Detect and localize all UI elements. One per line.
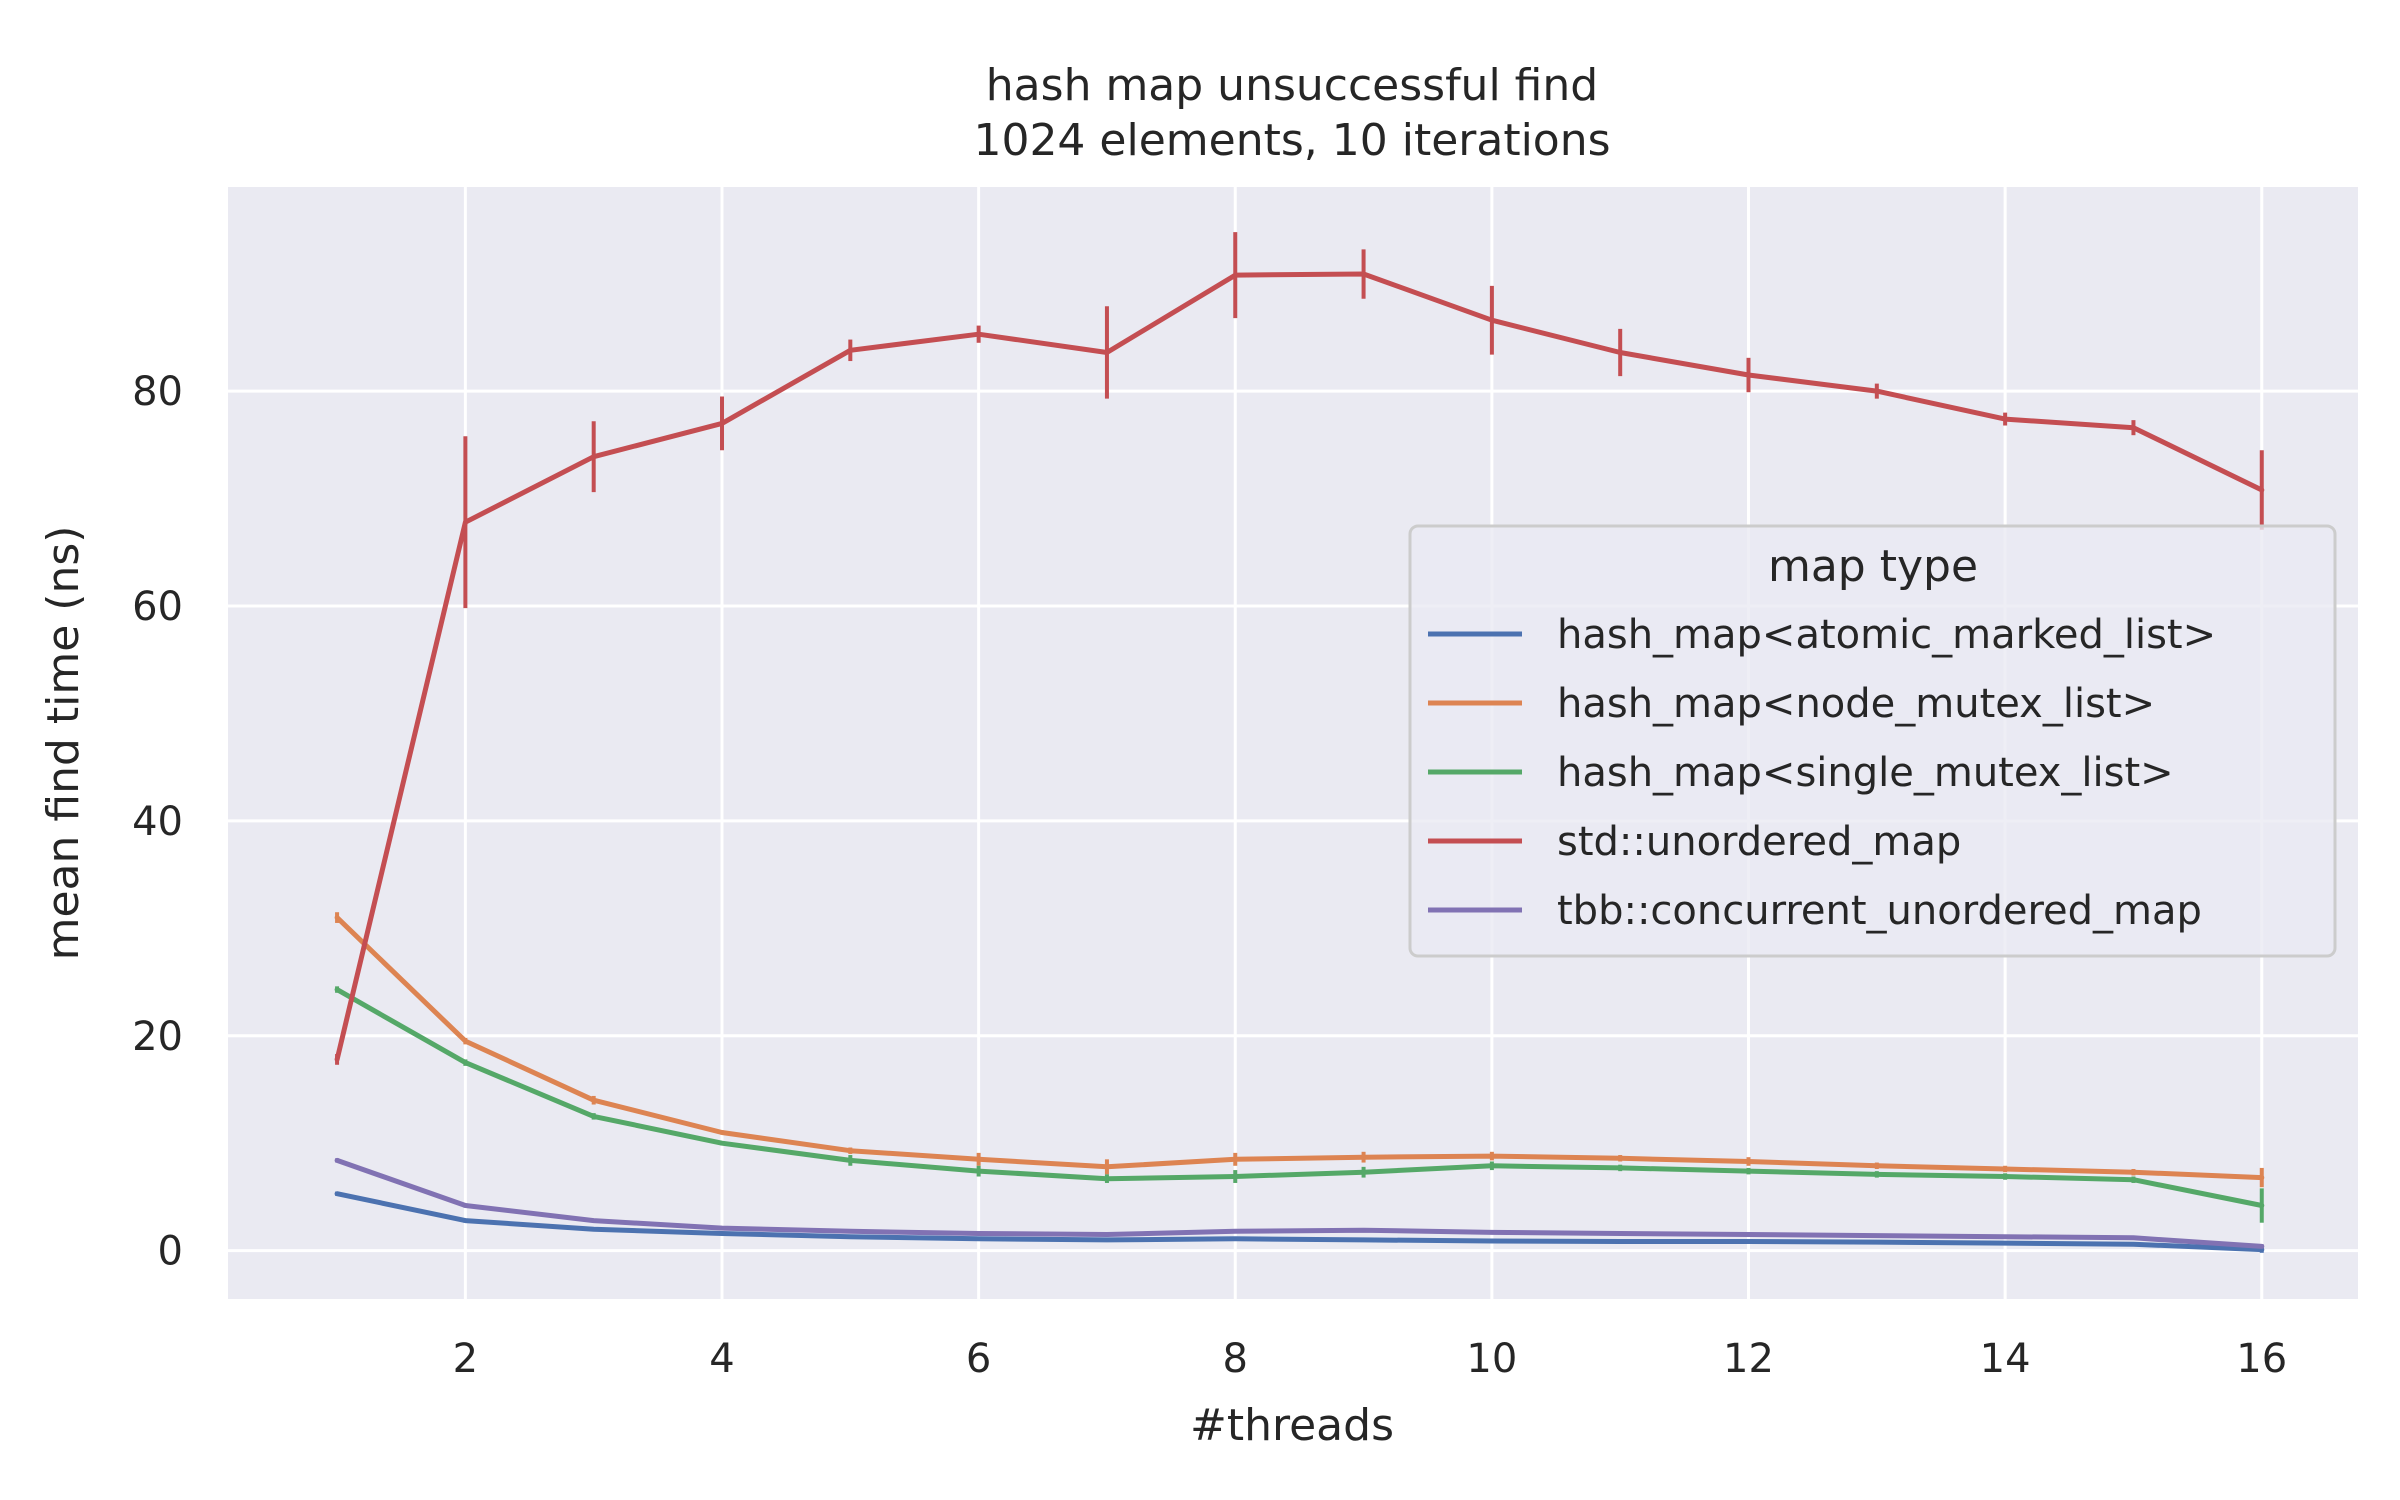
series-lines — [334, 232, 2265, 1253]
x-tick-label: 8 — [1223, 1336, 1248, 1382]
x-tick-label: 14 — [1980, 1336, 2031, 1382]
legend-label: hash_map<node_mutex_list> — [1557, 681, 2155, 727]
y-axis-label: mean find time (ns) — [38, 526, 89, 961]
legend-label: hash_map<atomic_marked_list> — [1557, 612, 2216, 658]
x-tick-label: 12 — [1723, 1336, 1774, 1382]
legend-label: tbb::concurrent_unordered_map — [1557, 888, 2202, 934]
series-line — [334, 987, 2265, 1208]
series-line — [334, 915, 2265, 1181]
x-axis-label: #threads — [1190, 1400, 1394, 1451]
x-tick-label: 6 — [966, 1336, 991, 1382]
series-group — [334, 232, 2265, 1065]
series-group — [334, 1191, 2265, 1253]
tick-labels: 2 4 6 8 10 12 14 16 0 20 40 60 80 — [132, 369, 2287, 1382]
series-line — [334, 271, 2265, 1062]
y-tick-label: 60 — [132, 584, 183, 630]
y-tick-label: 20 — [132, 1014, 183, 1060]
legend-title: map type — [1768, 541, 1978, 592]
legend-label: std::unordered_map — [1557, 819, 1961, 865]
legend-label: hash_map<single_mutex_list> — [1557, 750, 2174, 796]
y-tick-label: 40 — [132, 799, 183, 845]
y-tick-label: 0 — [158, 1229, 183, 1275]
chart-subtitle: 1024 elements, 10 iterations — [973, 115, 1610, 166]
series-line — [334, 1191, 2265, 1253]
series-line — [334, 1157, 2265, 1249]
x-tick-label: 10 — [1466, 1336, 1517, 1382]
x-tick-label: 4 — [709, 1336, 734, 1382]
x-tick-label: 2 — [453, 1336, 478, 1382]
series-group — [334, 986, 2265, 1223]
legend: map type hash_map<atomic_marked_list>has… — [1408, 524, 2337, 958]
y-tick-label: 80 — [132, 369, 183, 415]
series-group — [334, 912, 2265, 1188]
legend-box — [1408, 524, 2337, 958]
chart-title: hash map unsuccessful find — [986, 60, 1598, 111]
x-tick-label: 16 — [2236, 1336, 2287, 1382]
legend-items: hash_map<atomic_marked_list> hash_map<nod… — [1428, 612, 2216, 934]
series-group — [334, 1157, 2265, 1249]
